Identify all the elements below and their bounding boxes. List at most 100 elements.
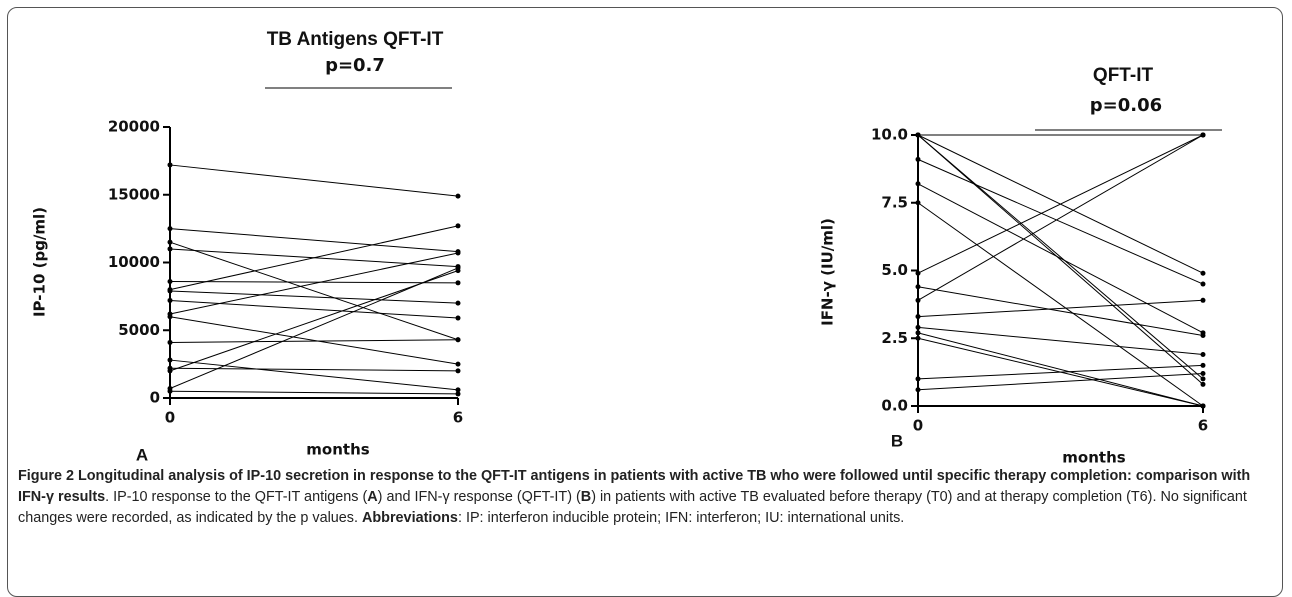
panel-label: A <box>136 445 148 464</box>
series-line <box>917 332 1204 407</box>
caption-text: A <box>367 489 378 505</box>
series-line <box>169 225 459 291</box>
point <box>915 387 921 393</box>
point <box>455 391 461 397</box>
point <box>915 156 921 162</box>
caption-text: ) and IFN-γ response (QFT-IT) ( <box>377 489 581 505</box>
point <box>915 297 921 303</box>
series-line <box>917 134 1204 385</box>
x-tick-label: 0 <box>165 409 175 427</box>
point <box>167 162 173 168</box>
p-value: p=0.06 <box>1090 95 1162 116</box>
y-tick-label: 10000 <box>108 253 160 271</box>
point <box>167 297 173 303</box>
point <box>915 200 921 206</box>
point <box>167 278 173 284</box>
y-axis-label: IFN-γ (IU/ml) <box>819 218 837 326</box>
series-line <box>917 134 1204 274</box>
point <box>1200 381 1206 387</box>
y-tick-label: 20000 <box>108 118 160 136</box>
point <box>915 335 921 341</box>
y-tick-label: 15000 <box>108 185 160 203</box>
point <box>455 193 461 199</box>
series-line <box>917 134 1204 380</box>
series-line <box>169 252 459 315</box>
series-line <box>917 134 1204 301</box>
caption-text: Figure 2 Longitudinal analysis of IP-10 … <box>18 468 1251 505</box>
series-line <box>169 228 459 253</box>
series-line <box>917 183 1204 334</box>
series-line <box>917 326 1204 356</box>
series-line <box>169 290 459 304</box>
point <box>1200 297 1206 303</box>
series-line <box>917 364 1204 380</box>
chart-title: QFT-IT <box>1093 65 1154 86</box>
point <box>167 368 173 374</box>
series-line <box>169 316 459 365</box>
point <box>455 361 461 367</box>
y-tick-label: 10.0 <box>871 126 908 144</box>
figure: TB Antigens QFT-IT p=0.7 months A IP-10 (pg/… <box>31 29 1222 467</box>
point <box>915 132 921 138</box>
point <box>455 250 461 256</box>
point <box>455 387 461 393</box>
point <box>167 239 173 245</box>
series-line <box>917 372 1204 391</box>
point <box>167 357 173 363</box>
x-axis-label: months <box>306 441 369 459</box>
point <box>167 226 173 232</box>
x-tick-label: 0 <box>913 417 923 435</box>
point <box>455 265 461 271</box>
chart-title: TB Antigens QFT-IT <box>267 29 444 50</box>
point <box>455 223 461 229</box>
series-line <box>169 241 459 341</box>
series-line <box>169 339 459 343</box>
y-tick-label: 5000 <box>118 321 160 339</box>
point <box>915 376 921 382</box>
x-tick-label: 6 <box>1198 417 1208 435</box>
panel-label: B <box>891 431 903 450</box>
point <box>167 314 173 320</box>
series-line <box>169 164 459 197</box>
caption-text: : IP: interferon inducible protein; IFN:… <box>457 510 905 526</box>
series-line <box>169 359 459 391</box>
p-value: p=0.7 <box>325 55 385 76</box>
series-line <box>917 158 1204 285</box>
point <box>455 337 461 343</box>
point <box>915 270 921 276</box>
series-line <box>917 286 1204 337</box>
y-tick-label: 2.5 <box>881 329 908 347</box>
point <box>915 314 921 320</box>
point <box>167 339 173 345</box>
point <box>1200 376 1206 382</box>
point <box>1200 132 1206 138</box>
point <box>1200 281 1206 287</box>
point <box>915 181 921 187</box>
caption-text: Abbreviations <box>361 510 458 526</box>
y-tick-label: 0 <box>150 389 160 407</box>
point <box>915 284 921 290</box>
point <box>1200 362 1206 368</box>
point <box>167 246 173 252</box>
series-line <box>917 202 1204 407</box>
point <box>455 280 461 286</box>
point <box>1200 352 1206 358</box>
point <box>1200 270 1206 276</box>
point <box>167 388 173 394</box>
series-line <box>169 280 459 284</box>
point <box>915 330 921 336</box>
series-line <box>917 299 1204 318</box>
caption-text: . IP-10 response to the QFT-IT antigens … <box>105 489 368 505</box>
point <box>455 300 461 306</box>
point <box>455 315 461 321</box>
caption-text: B <box>580 489 592 505</box>
series-line <box>169 390 459 395</box>
series-line <box>169 267 459 389</box>
caption: Figure 2 Longitudinal analysis of IP-10 … <box>18 466 1276 529</box>
point <box>167 288 173 294</box>
y-tick-label: 7.5 <box>881 193 908 211</box>
x-tick-label: 6 <box>453 409 463 427</box>
x-axis-label: months <box>1062 449 1125 467</box>
series-line <box>169 270 459 372</box>
y-tick-label: 5.0 <box>881 261 908 279</box>
